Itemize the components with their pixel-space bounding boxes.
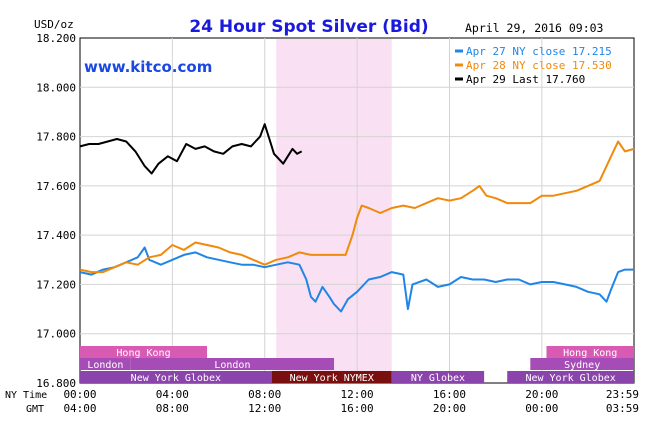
session-bar [80,346,208,358]
y-tick-label: 17.200 [36,278,76,291]
x-tick-label-ny: 08:00 [248,388,281,401]
y-tick-label: 16.800 [36,377,76,390]
y-tick-label: 17.400 [36,229,76,242]
session-label: NY Globex [411,373,465,384]
legend-entry: Apr 27 NY close 17.215 [466,45,612,58]
y-axis: 18.200 18.000 17.800 17.600 17.400 17.200 17.0… [36,32,76,390]
series-line-apr-28 [79,140,635,274]
y-tick-label: 17.600 [36,180,76,193]
unit-label: USD/oz [34,18,74,31]
session-label: London [87,360,123,371]
session-label: Hong Kong [116,348,170,359]
nymex-highlight [276,39,392,383]
x-tick-label-gmt: 16:00 [341,402,374,415]
session-bar [80,358,131,370]
x-tick-label-gmt: 04:00 [63,402,96,415]
session-bar [271,371,392,383]
session-bar [546,346,634,358]
timestamp: April 29, 2016 09:03 [465,21,604,35]
session-bar [80,371,272,383]
series-line-apr-29 [79,123,303,175]
x-tick-label-gmt: 03:59 [606,402,639,415]
session-label: London [214,360,250,371]
session-label: New York NYMEX [290,373,374,384]
legend-entry: Apr 28 NY close 17.530 [466,59,612,72]
site-label: www.kitco.com [84,58,212,76]
x-tick-label-gmt: 08:00 [156,402,189,415]
session-bar [530,358,634,370]
x-tick-label-ny: 16:00 [433,388,466,401]
session-bar [507,371,634,383]
session-label: New York Globex [131,373,221,384]
x-tick-label-gmt: 12:00 [248,402,281,415]
x-tick-label-ny: 04:00 [156,388,189,401]
series-line-apr-27 [79,246,634,313]
session-bar [130,358,335,370]
x-tick-label-gmt: 00:00 [525,402,558,415]
x-tick-label-gmt: 20:00 [433,402,466,415]
x-tick-label-ny: 23:59 [606,388,639,401]
x-row-label-gmt: GMT [26,404,44,415]
chart-title: 24 Hour Spot Silver (Bid) [189,17,428,37]
session-bar [391,371,485,383]
y-tick-label: 18.000 [36,81,76,94]
x-tick-label-ny: 12:00 [341,388,374,401]
grid [80,38,634,383]
x-axis: 00:0004:0004:0008:0008:0012:0012:0016:00… [63,388,639,415]
x-row-label-ny: NY Time [5,390,47,401]
x-tick-label-ny: 00:00 [63,388,96,401]
session-label: New York Globex [525,373,615,384]
y-tick-label: 17.800 [36,131,76,144]
y-tick-label: 18.200 [36,32,76,45]
y-tick-label: 17.000 [36,328,76,341]
series-lines [79,123,635,313]
x-tick-label-ny: 20:00 [525,388,558,401]
legend-entry: Apr 29 Last 17.760 [466,73,585,86]
session-label: Sydney [564,360,600,371]
session-label: Hong Kong [563,348,617,359]
